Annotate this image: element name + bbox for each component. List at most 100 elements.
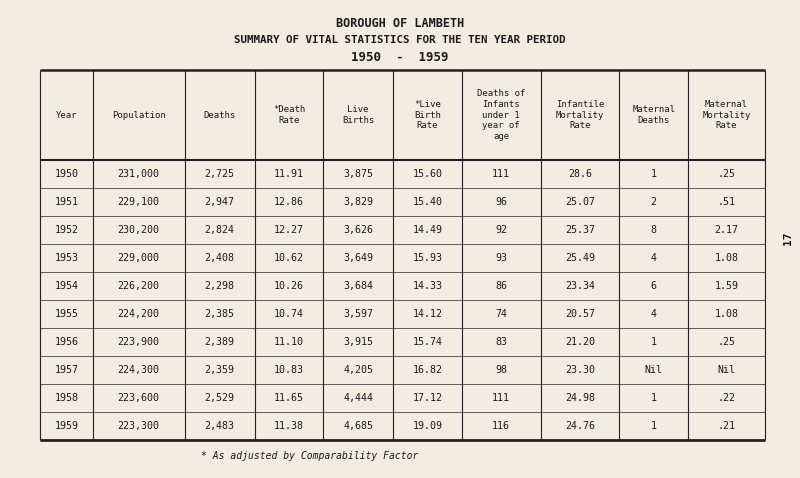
Text: .25: .25 <box>718 337 735 347</box>
Text: 1: 1 <box>650 421 657 431</box>
Text: 1957: 1957 <box>54 365 78 375</box>
Text: 1950  -  1959: 1950 - 1959 <box>351 51 449 64</box>
Text: 96: 96 <box>495 197 507 207</box>
Text: 24.76: 24.76 <box>565 421 595 431</box>
Text: SUMMARY OF VITAL STATISTICS FOR THE TEN YEAR PERIOD: SUMMARY OF VITAL STATISTICS FOR THE TEN … <box>234 35 566 45</box>
Text: 2,359: 2,359 <box>205 365 234 375</box>
Text: Maternal
Deaths: Maternal Deaths <box>632 105 675 125</box>
Text: 2,824: 2,824 <box>205 225 234 235</box>
Text: 86: 86 <box>495 281 507 291</box>
Text: 3,915: 3,915 <box>343 337 374 347</box>
Text: 92: 92 <box>495 225 507 235</box>
Text: 1956: 1956 <box>54 337 78 347</box>
Text: 2,385: 2,385 <box>205 309 234 319</box>
Text: 116: 116 <box>492 421 510 431</box>
Text: 224,300: 224,300 <box>118 365 160 375</box>
Text: 15.74: 15.74 <box>413 337 442 347</box>
Text: 2,725: 2,725 <box>205 169 234 179</box>
Text: 3,829: 3,829 <box>343 197 374 207</box>
Text: 3,597: 3,597 <box>343 309 374 319</box>
Text: 2,483: 2,483 <box>205 421 234 431</box>
Text: 3,649: 3,649 <box>343 253 374 263</box>
Text: 12.86: 12.86 <box>274 197 304 207</box>
Text: 2,389: 2,389 <box>205 337 234 347</box>
Text: 1.59: 1.59 <box>714 281 738 291</box>
Text: 1: 1 <box>650 169 657 179</box>
Text: 3,875: 3,875 <box>343 169 374 179</box>
Text: 1954: 1954 <box>54 281 78 291</box>
Text: 15.93: 15.93 <box>413 253 442 263</box>
Text: 19.09: 19.09 <box>413 421 442 431</box>
Text: 1955: 1955 <box>54 309 78 319</box>
Text: 25.49: 25.49 <box>565 253 595 263</box>
Text: 111: 111 <box>492 393 510 403</box>
Text: 93: 93 <box>495 253 507 263</box>
Text: *Death
Rate: *Death Rate <box>273 105 305 125</box>
Text: 1.08: 1.08 <box>714 309 738 319</box>
Text: 6: 6 <box>650 281 657 291</box>
Text: 17: 17 <box>783 231 793 245</box>
Text: 1.08: 1.08 <box>714 253 738 263</box>
Text: 28.6: 28.6 <box>568 169 592 179</box>
Text: Deaths of
Infants
under 1
year of
age: Deaths of Infants under 1 year of age <box>477 89 526 141</box>
Text: 14.12: 14.12 <box>413 309 442 319</box>
Text: 83: 83 <box>495 337 507 347</box>
Text: Nil: Nil <box>645 365 662 375</box>
Text: Infantile
Mortality
Rate: Infantile Mortality Rate <box>556 100 604 130</box>
Text: 1951: 1951 <box>54 197 78 207</box>
Text: 11.91: 11.91 <box>274 169 304 179</box>
Text: 10.26: 10.26 <box>274 281 304 291</box>
Text: 21.20: 21.20 <box>565 337 595 347</box>
Text: 231,000: 231,000 <box>118 169 160 179</box>
Text: 229,000: 229,000 <box>118 253 160 263</box>
Text: 2,408: 2,408 <box>205 253 234 263</box>
Text: .21: .21 <box>718 421 735 431</box>
Text: 10.74: 10.74 <box>274 309 304 319</box>
Text: 3,626: 3,626 <box>343 225 374 235</box>
Text: 229,100: 229,100 <box>118 197 160 207</box>
Text: 223,900: 223,900 <box>118 337 160 347</box>
Text: 1: 1 <box>650 393 657 403</box>
Text: .51: .51 <box>718 197 735 207</box>
Text: 24.98: 24.98 <box>565 393 595 403</box>
Text: 1953: 1953 <box>54 253 78 263</box>
Text: *Live
Birth
Rate: *Live Birth Rate <box>414 100 441 130</box>
Text: 25.07: 25.07 <box>565 197 595 207</box>
Text: 98: 98 <box>495 365 507 375</box>
Text: 223,600: 223,600 <box>118 393 160 403</box>
Text: 2,298: 2,298 <box>205 281 234 291</box>
Text: 111: 111 <box>492 169 510 179</box>
Text: 14.33: 14.33 <box>413 281 442 291</box>
Text: Year: Year <box>55 110 77 120</box>
Text: Maternal
Mortality
Rate: Maternal Mortality Rate <box>702 100 750 130</box>
Text: 8: 8 <box>650 225 657 235</box>
Text: 1959: 1959 <box>54 421 78 431</box>
Text: Deaths: Deaths <box>203 110 236 120</box>
Text: 17.12: 17.12 <box>413 393 442 403</box>
Text: 3,684: 3,684 <box>343 281 374 291</box>
Text: Nil: Nil <box>718 365 735 375</box>
Text: 1958: 1958 <box>54 393 78 403</box>
Text: 15.40: 15.40 <box>413 197 442 207</box>
Text: 16.82: 16.82 <box>413 365 442 375</box>
Text: 10.83: 10.83 <box>274 365 304 375</box>
Text: Population: Population <box>112 110 166 120</box>
Text: 15.60: 15.60 <box>413 169 442 179</box>
Text: 226,200: 226,200 <box>118 281 160 291</box>
Text: 74: 74 <box>495 309 507 319</box>
Text: 4,444: 4,444 <box>343 393 374 403</box>
Text: .25: .25 <box>718 169 735 179</box>
Text: 23.34: 23.34 <box>565 281 595 291</box>
Text: 224,200: 224,200 <box>118 309 160 319</box>
Text: 20.57: 20.57 <box>565 309 595 319</box>
Text: 230,200: 230,200 <box>118 225 160 235</box>
Text: 25.37: 25.37 <box>565 225 595 235</box>
Text: 4: 4 <box>650 309 657 319</box>
Text: 12.27: 12.27 <box>274 225 304 235</box>
Text: 4,205: 4,205 <box>343 365 374 375</box>
Text: 11.65: 11.65 <box>274 393 304 403</box>
Text: 2,947: 2,947 <box>205 197 234 207</box>
Text: 1952: 1952 <box>54 225 78 235</box>
Text: 23.30: 23.30 <box>565 365 595 375</box>
Text: .22: .22 <box>718 393 735 403</box>
